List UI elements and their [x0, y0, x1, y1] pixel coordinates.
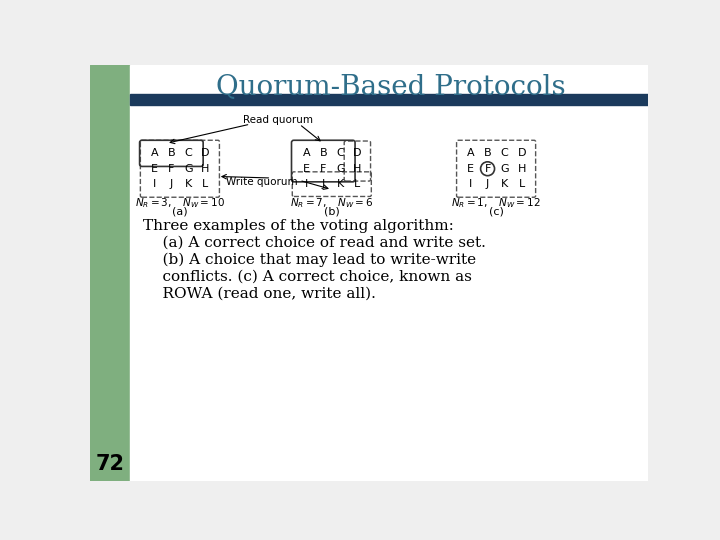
Text: K: K [185, 179, 192, 189]
Text: F: F [168, 164, 174, 174]
Text: G: G [184, 164, 193, 174]
Text: I: I [305, 179, 308, 189]
Text: $N_R = 1,$   $N_W = 12$: $N_R = 1,$ $N_W = 12$ [451, 195, 541, 210]
Text: D: D [353, 148, 361, 158]
Text: A: A [467, 148, 474, 158]
Text: Quorum-Based Protocols: Quorum-Based Protocols [216, 75, 565, 102]
Text: J: J [486, 179, 489, 189]
Text: K: K [501, 179, 508, 189]
Text: L: L [202, 179, 209, 189]
Text: E: E [467, 164, 474, 174]
Text: C: C [184, 148, 192, 158]
Text: (a) A correct choice of read and write set.: (a) A correct choice of read and write s… [143, 236, 485, 249]
Text: H: H [202, 164, 210, 174]
Text: A: A [150, 148, 158, 158]
Text: F: F [320, 164, 326, 174]
Text: ROWA (read one, write all).: ROWA (read one, write all). [143, 287, 376, 301]
Text: Three examples of the voting algorithm:: Three examples of the voting algorithm: [143, 219, 454, 233]
Bar [130, 94, 648, 105]
Bar [90, 65, 130, 481]
Text: B: B [320, 148, 327, 158]
Text: B: B [168, 148, 175, 158]
Text: (c): (c) [489, 207, 503, 217]
Text: 72: 72 [96, 454, 125, 474]
Text: L: L [518, 179, 525, 189]
Text: E: E [302, 164, 310, 174]
Text: F: F [485, 164, 491, 174]
Text: G: G [500, 164, 509, 174]
Text: Write quorum: Write quorum [226, 177, 298, 187]
Text: G: G [336, 164, 345, 174]
Text: Read quorum: Read quorum [243, 115, 312, 125]
Text: $N_R = 3,$   $N_W = 10$: $N_R = 3,$ $N_W = 10$ [135, 195, 225, 210]
Text: I: I [153, 179, 156, 189]
Text: D: D [201, 148, 210, 158]
Text: (a): (a) [172, 207, 188, 217]
Text: K: K [337, 179, 344, 189]
Text: H: H [518, 164, 526, 174]
Text: H: H [354, 164, 361, 174]
Text: J: J [322, 179, 325, 189]
Text: $N_R = 7,$   $N_W = 6$: $N_R = 7,$ $N_W = 6$ [290, 195, 374, 210]
Text: I: I [469, 179, 472, 189]
Text: J: J [170, 179, 173, 189]
Text: D: D [518, 148, 526, 158]
Text: L: L [354, 179, 361, 189]
Text: C: C [336, 148, 344, 158]
Text: C: C [500, 148, 508, 158]
Text: A: A [302, 148, 310, 158]
Text: B: B [484, 148, 491, 158]
Text: E: E [150, 164, 158, 174]
Text: (b): (b) [324, 207, 340, 217]
Text: conflicts. (c) A correct choice, known as: conflicts. (c) A correct choice, known a… [143, 269, 472, 284]
Text: (b) A choice that may lead to write-write: (b) A choice that may lead to write-writ… [143, 253, 476, 267]
